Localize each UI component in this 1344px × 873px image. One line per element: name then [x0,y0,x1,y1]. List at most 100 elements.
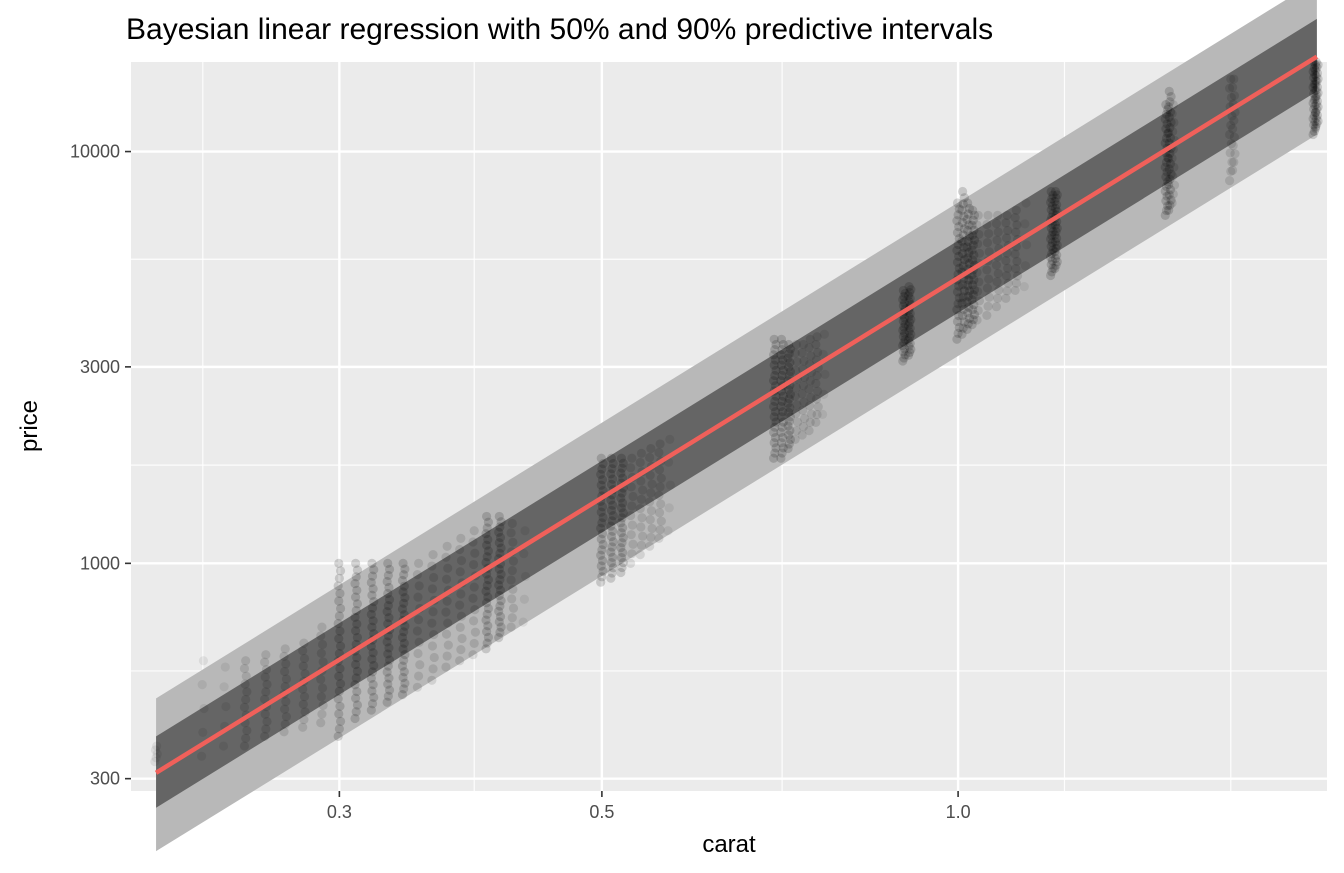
data-point [1224,83,1235,93]
data-point [784,385,794,395]
data-point [483,517,494,527]
data-point [785,357,795,368]
data-point [905,287,915,298]
data-point [298,699,308,709]
data-point [635,550,645,560]
data-point [1050,196,1060,207]
data-point [958,186,968,197]
data-point [973,210,983,220]
data-point [351,659,361,670]
data-point [316,648,326,658]
data-point [1229,115,1239,126]
data-point [905,338,915,348]
data-point [596,561,606,571]
data-point [1051,260,1061,270]
data-point [1012,220,1022,230]
data-point [1163,152,1173,163]
data-point [367,622,377,632]
data-point [397,632,408,643]
data-point [813,386,823,396]
data-point [507,518,517,529]
data-point [974,277,984,287]
data-point [954,222,964,232]
data-point [964,203,975,214]
data-point [481,644,491,654]
data-point [397,575,408,586]
data-point [974,229,984,239]
data-point [496,517,506,527]
data-point [953,239,963,250]
data-point [335,626,345,636]
data-point [1164,102,1174,112]
data-point [335,603,346,614]
data-point [993,293,1003,303]
data-point [367,654,377,664]
data-point [785,412,796,422]
data-point [778,432,788,443]
data-point [984,228,994,239]
data-point [1050,220,1061,230]
data-point [654,507,665,518]
data-point [1161,205,1172,216]
data-point [1052,233,1062,243]
data-point [1163,177,1173,187]
data-point [1002,210,1012,220]
data-point [197,751,207,761]
data-point [399,581,409,591]
data-point [608,474,618,484]
data-point [812,371,822,381]
data-point [776,401,786,412]
data-point [1308,82,1318,92]
data-point [1312,82,1323,92]
data-point [806,351,816,361]
data-point [954,281,964,291]
data-point [964,275,974,285]
data-point [964,286,975,296]
data-point [483,632,494,642]
data-point [811,339,821,350]
data-point [776,438,787,448]
data-point [496,543,506,553]
data-point [1161,181,1172,192]
data-point [261,687,271,697]
data-point [317,639,328,650]
data-point [350,680,360,690]
data-point [317,622,327,632]
data-point [507,594,517,604]
data-point [242,687,252,697]
data-point [1312,91,1322,101]
data-point [468,593,478,603]
data-point [508,584,518,595]
data-point [350,578,360,589]
data-point [778,443,788,453]
data-point [958,261,968,271]
data-point [778,355,788,365]
data-point [770,396,780,406]
data-point [969,310,980,320]
data-point [969,250,979,260]
data-point [1226,120,1236,130]
data-point [368,616,378,626]
data-point [806,392,816,403]
data-point [1046,205,1056,215]
data-point [953,328,963,338]
data-point [797,348,807,358]
data-point [383,570,393,581]
data-point [441,574,452,584]
data-point [221,701,231,712]
data-point [456,645,466,655]
data-point [1046,241,1056,251]
data-point [335,641,346,651]
data-point [776,350,786,360]
data-point [791,426,801,436]
data-point [334,611,344,621]
data-point [1312,105,1322,115]
data-point [618,557,628,568]
data-point [384,613,394,623]
data-point [351,707,361,717]
data-point [1003,278,1013,288]
data-point [241,671,251,681]
data-point [352,700,363,710]
data-point [369,597,379,607]
data-point [1166,117,1176,128]
